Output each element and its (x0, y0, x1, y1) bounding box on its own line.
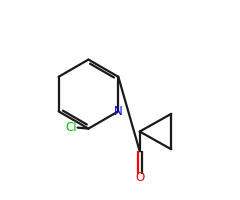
Text: O: O (135, 171, 144, 184)
Text: Cl: Cl (66, 121, 78, 134)
Text: N: N (114, 105, 123, 118)
